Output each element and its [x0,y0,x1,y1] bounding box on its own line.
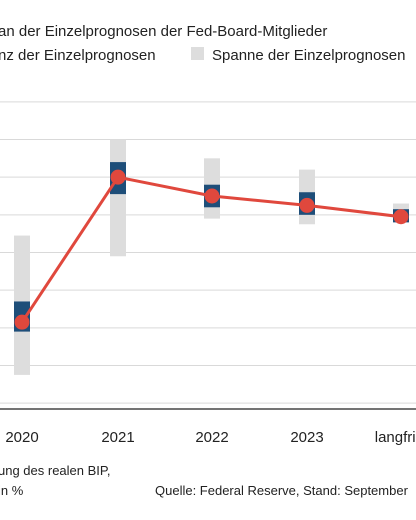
x-tick-label-2: 2022 [195,429,228,446]
legend-central-label: nz der Einzelprognosen [0,47,156,64]
median-point-4 [393,209,409,225]
median-point-1 [110,169,126,185]
legend-range-swatch [191,47,204,60]
x-tick-label-3: 2023 [290,429,323,446]
footnote-line2: in % [0,483,24,498]
legend-median-label: an der Einzelprognosen der Fed-Board-Mit… [0,23,327,40]
range-bar-1 [110,139,126,257]
median-point-2 [204,188,220,204]
legend: an der Einzelprognosen der Fed-Board-Mit… [0,23,405,64]
median-point-0 [14,314,30,330]
x-tick-label-4: langfrist [375,429,416,446]
median-point-3 [299,197,315,213]
legend-range-label: Spanne der Einzelprognosen [212,47,405,64]
x-tick-label-1: 2021 [101,429,134,446]
plot-area [0,101,416,410]
x-tick-label-0: 2020 [5,429,38,446]
source-note: Quelle: Federal Reserve, Stand: Septembe… [155,483,409,498]
footnote-line1: ung des realen BIP, [0,463,111,478]
footnote: ung des realen BIP, in % Quelle: Federal… [0,463,409,498]
x-axis: 2020 2021 2022 2023 langfrist [5,429,416,446]
